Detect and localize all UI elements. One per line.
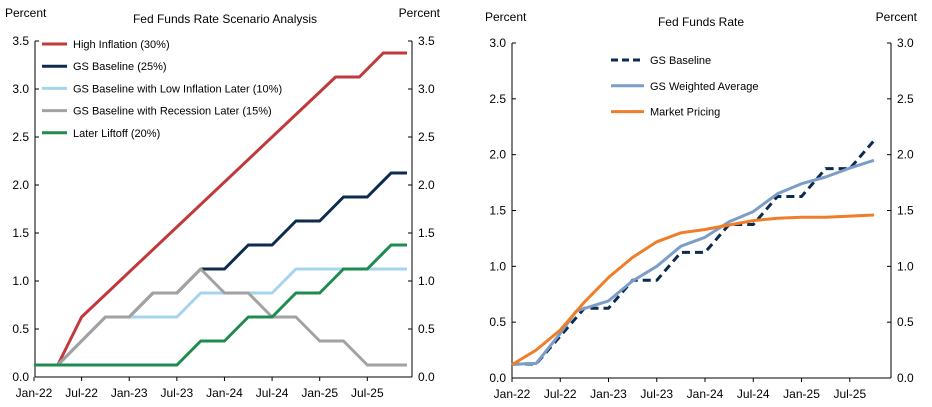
y-tick-label-left: 1.5 [12,226,29,240]
series-line [34,51,407,367]
series-line [512,139,876,366]
y-axis-label-left: Percent [5,6,47,20]
y-tick-label-left: 1.0 [489,259,506,273]
x-tick-label: Jul-25 [351,386,384,400]
x-tick-label: Jan-25 [783,387,820,401]
y-tick-label-left: 0.5 [489,315,506,329]
y-tick-label-left: 1.5 [489,204,506,218]
x-tick-label: Jan-24 [206,386,243,400]
y-tick-label-left: 0.5 [12,322,29,336]
y-tick-label-right: 2.0 [897,148,914,162]
y-tick-label-left: 0.0 [489,371,506,385]
legend-label: High Inflation (30%) [73,39,170,51]
series-line [34,267,407,367]
x-tick-label: Jul-25 [833,387,866,401]
legend-label: Later Liftoff (20%) [73,128,160,140]
y-tick-label-right: 0.5 [418,322,435,336]
series-lines [34,51,407,367]
legend: High Inflation (30%) GS Baseline (25%) GS … [42,39,282,140]
x-tick-label: Jan-23 [111,386,148,400]
chart-title: Fed Funds Rate Scenario Analysis [133,12,317,26]
y-tick-label-right: 0.0 [418,370,435,384]
x-tick-label: Jul-24 [256,386,289,400]
x-tick-label: Jan-22 [16,386,53,400]
y-tick-label-right: 3.5 [418,34,435,48]
scenario-chart: Fed Funds Rate Scenario Analysis Percent… [5,6,441,400]
chart-title: Fed Funds Rate [658,15,744,29]
y-tick-label-right: 2.5 [897,92,914,106]
legend-label: Market Pricing [650,107,720,119]
y-tick-label-right: 1.0 [897,259,914,273]
series-line [34,243,407,367]
x-tick-label: Jul-22 [65,386,98,400]
legend-label: GS Baseline (25%) [73,61,167,73]
series-lines [511,139,876,367]
y-tick-label-right: 2.5 [418,130,435,144]
series-line [511,158,875,367]
legend-label: GS Baseline with Low Inflation Later (10… [73,83,282,95]
y-tick-label-right: 1.0 [418,274,435,288]
y-tick-label-left: 1.0 [12,274,29,288]
y-tick-label-left: 3.5 [12,34,29,48]
y-tick-label-right: 0.0 [897,371,914,385]
x-tick-label: Jul-24 [737,387,770,401]
y-tick-label-right: 3.0 [418,82,435,96]
legend-label: GS Baseline [650,55,711,67]
y-axis-label-right: Percent [399,6,441,20]
y-tick-label-left: 2.0 [489,148,506,162]
y-tick-label-left: 3.0 [489,36,506,50]
x-tick-label: Jul-23 [640,387,673,401]
x-tick-label: Jan-22 [494,387,531,401]
x-tick-label: Jan-25 [301,386,338,400]
y-axis-label-right: Percent [876,10,918,24]
y-tick-label-left: 2.5 [12,130,29,144]
y-tick-label-left: 0.0 [12,370,29,384]
tick-labels: 0.0 0.0 0.5 0.5 1.0 1.0 1.5 1.5 2.0 2.0 2.5 2.5 3.0 3… [12,34,435,400]
x-tick-label: Jul-23 [161,386,194,400]
y-tick-label-left: 2.0 [12,178,29,192]
tick-labels: 0.0 0.0 0.5 0.5 1.0 1.0 1.5 1.5 2.0 2.0 2.5 2.5 3.0 3… [489,36,914,401]
x-tick-label: Jan-24 [687,387,724,401]
y-tick-label-right: 1.5 [897,204,914,218]
y-tick-label-left: 2.5 [489,92,506,106]
y-tick-label-right: 1.5 [418,226,435,240]
axes [511,42,892,382]
axes [33,40,413,381]
y-tick-label-left: 3.0 [12,82,29,96]
series-line [511,213,874,366]
y-tick-label-right: 0.5 [897,315,914,329]
x-tick-label: Jan-23 [590,387,627,401]
fed-funds-chart: Fed Funds Rate Percent Percent 0.0 0.0 0.5… [485,10,918,401]
y-axis-label-left: Percent [485,10,527,24]
y-tick-label-right: 2.0 [418,178,435,192]
x-tick-label: Jul-22 [544,387,577,401]
legend: GS Baseline GS Weighted Average Market Pri… [611,55,758,119]
legend-label: GS Weighted Average [650,81,758,93]
y-tick-label-right: 3.0 [897,36,914,50]
legend-label: GS Baseline with Recession Later (15%) [73,106,272,118]
